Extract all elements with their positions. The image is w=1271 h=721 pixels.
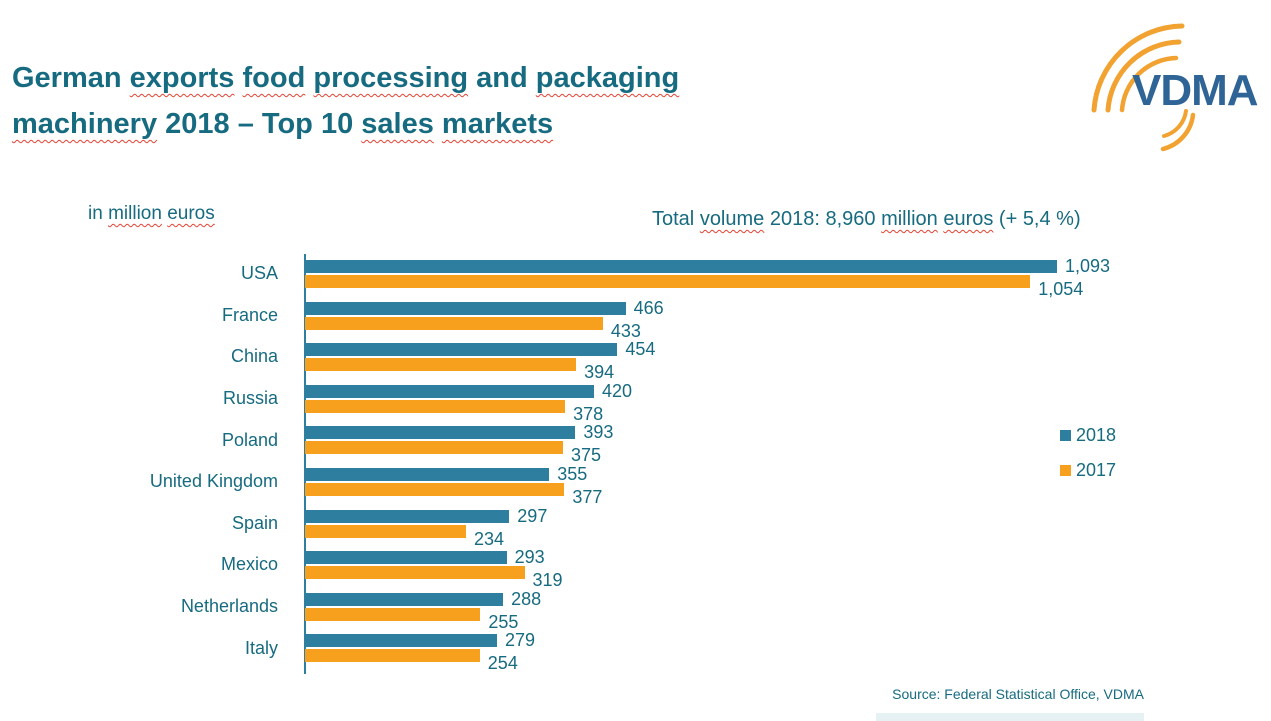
source-note: Source: Federal Statistical Office, VDMA (892, 686, 1144, 702)
legend-item-2018: 2018 (1060, 424, 1116, 446)
page-title-line1: German exports food processing and packa… (12, 62, 680, 94)
legend-label-2018: 2018 (1076, 425, 1117, 445)
bar-2018-usa (305, 260, 1057, 273)
bar-2018-netherlands (305, 592, 504, 606)
bar-row-italy: 279 254 (305, 630, 1265, 674)
bar-chart: 1,093 1,054 466 433 454 394 420 378 393 375 355 377… (304, 254, 1265, 674)
logo-arc-icon (1091, 23, 1185, 113)
logo-arc-icon (1105, 39, 1182, 113)
value-label-2017-netherlands: 255 (488, 611, 519, 632)
legend-swatch-2017 (1060, 464, 1071, 476)
value-label-2017-china: 394 (584, 362, 615, 383)
bar-row-china: 454 394 (305, 339, 1265, 383)
total-volume-label: Total volume 2018: 8,960 million euros (… (652, 208, 1081, 230)
page-title: German exports food processing and packa… (12, 55, 872, 147)
bar-2017-poland (305, 441, 563, 455)
bar-row-russia: 420 378 (305, 380, 1265, 424)
bar-row-spain: 297 234 (305, 505, 1265, 549)
bar-2018-china (305, 343, 618, 357)
value-label-2018-china: 454 (625, 339, 656, 360)
value-label-2018-russia: 420 (602, 380, 633, 401)
y-axis-line (304, 254, 306, 674)
bar-2017-united-kingdom (305, 482, 565, 496)
value-label-2017-russia: 378 (573, 403, 604, 424)
bar-2017-spain (305, 524, 466, 538)
category-axis-labels: USA France China Russia Poland United Kingdom… (0, 256, 292, 672)
bar-2018-mexico (305, 551, 507, 565)
bar-row-mexico: 293 319 (305, 547, 1265, 591)
category-label-united-kingdom: United Kingdom (149, 471, 278, 492)
bar-2017-china (305, 358, 577, 372)
logo-arc-icon (1160, 112, 1196, 152)
bar-2018-spain (305, 509, 510, 523)
category-label-france: France (221, 304, 278, 325)
category-label-russia: Russia (222, 388, 278, 409)
bar-row-usa: 1,093 1,054 (305, 256, 1265, 299)
value-label-2018-usa: 1,093 (1065, 256, 1111, 276)
value-label-2017-usa: 1,054 (1038, 279, 1084, 299)
bar-row-united-kingdom: 355 377 (305, 463, 1265, 507)
vdma-logo-text: VDMA (1132, 66, 1258, 115)
value-label-2017-france: 433 (610, 320, 641, 341)
logo-arc-icon (1162, 109, 1188, 138)
value-label-2018-netherlands: 288 (511, 588, 542, 609)
category-label-poland: Poland (221, 429, 278, 450)
bar-2017-italy (305, 649, 480, 663)
category-label-netherlands: Netherlands (180, 596, 278, 617)
bar-row-poland: 393 375 (305, 422, 1265, 466)
category-label-italy: Italy (244, 637, 278, 658)
bottom-strip (876, 713, 1144, 721)
value-label-2017-mexico: 319 (532, 570, 563, 591)
bar-2017-mexico (305, 566, 525, 580)
logo-arc-icon (1119, 55, 1179, 113)
value-label-2018-italy: 279 (505, 630, 536, 651)
category-label-china: China (230, 346, 278, 367)
value-label-2018-spain: 297 (517, 505, 548, 526)
vdma-logo-graphic: VDMA (1091, 23, 1259, 152)
value-label-2017-united-kingdom: 377 (572, 486, 603, 507)
axis-units-label: in million euros (88, 203, 215, 224)
page-title-line2: machinery 2018 – Top 10 sales markets (12, 108, 554, 140)
bar-2017-france (305, 316, 603, 330)
bar-2017-russia (305, 399, 566, 413)
bar-2018-italy (305, 634, 497, 648)
chart-legend: 2018 2017 (1060, 424, 1116, 481)
bar-2018-france (305, 301, 626, 315)
bar-2018-russia (305, 384, 594, 398)
value-label-2018-united-kingdom: 355 (557, 463, 588, 484)
value-label-2018-mexico: 293 (514, 547, 545, 568)
bar-2018-poland (305, 426, 576, 440)
value-label-2017-spain: 234 (474, 528, 505, 549)
value-label-2017-italy: 254 (487, 653, 518, 674)
value-label-2018-poland: 393 (583, 422, 614, 443)
legend-label-2017: 2017 (1076, 460, 1117, 480)
category-label-usa: USA (240, 263, 278, 284)
bar-row-netherlands: 288 255 (305, 588, 1265, 632)
bar-2017-usa (305, 275, 1031, 288)
legend-swatch-2018 (1060, 429, 1071, 441)
bar-2018-united-kingdom (305, 467, 550, 481)
bar-2017-netherlands (305, 607, 481, 621)
value-label-2018-france: 466 (633, 297, 664, 318)
vdma-logo: VDMA (1080, 12, 1260, 157)
category-label-spain: Spain (231, 512, 278, 533)
bar-row-france: 466 433 (305, 297, 1265, 341)
value-label-2017-poland: 375 (571, 445, 602, 466)
legend-item-2017: 2017 (1060, 459, 1116, 481)
category-label-mexico: Mexico (220, 554, 278, 575)
bar-rows: 1,093 1,054 466 433 454 394 420 378 393 375 355 377… (305, 256, 1265, 674)
